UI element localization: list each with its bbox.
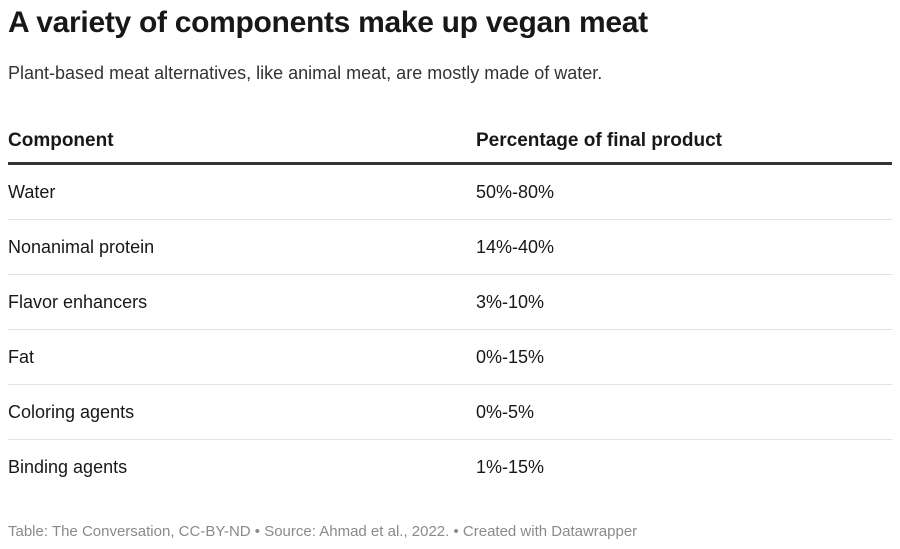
table-header: Component Percentage of final product [8,120,892,165]
column-header-percentage: Percentage of final product [476,130,722,151]
table-row: Fat 0%-15% [8,330,892,385]
footer-credits: Table: The Conversation, CC-BY-ND • Sour… [8,523,638,540]
cell-component: Fat [8,346,35,367]
cell-percentage: 1%-15% [476,456,545,477]
table-row: Nonanimal protein 14%-40% [8,220,892,275]
table-row: Coloring agents 0%-5% [8,385,892,440]
cell-component: Nonanimal protein [8,236,155,257]
cell-component: Water [8,181,56,202]
cell-percentage: 0%-5% [476,401,535,422]
cell-component: Coloring agents [8,401,135,422]
table-row: Flavor enhancers 3%-10% [8,275,892,330]
table-row: Binding agents 1%-15% [8,440,892,494]
column-header-component: Component [8,130,114,151]
data-table: Component Percentage of final product Wa… [8,120,892,494]
cell-percentage: 0%-15% [476,346,545,367]
cell-percentage: 14%-40% [476,236,555,257]
cell-percentage: 50%-80% [476,181,555,202]
cell-percentage: 3%-10% [476,291,545,312]
cell-component: Binding agents [8,456,128,477]
subtitle: Plant-based meat alternatives, like anim… [8,63,603,83]
cell-component: Flavor enhancers [8,291,148,312]
table-row: Water 50%-80% [8,165,892,220]
page-title: A variety of components make up vegan me… [8,6,648,39]
